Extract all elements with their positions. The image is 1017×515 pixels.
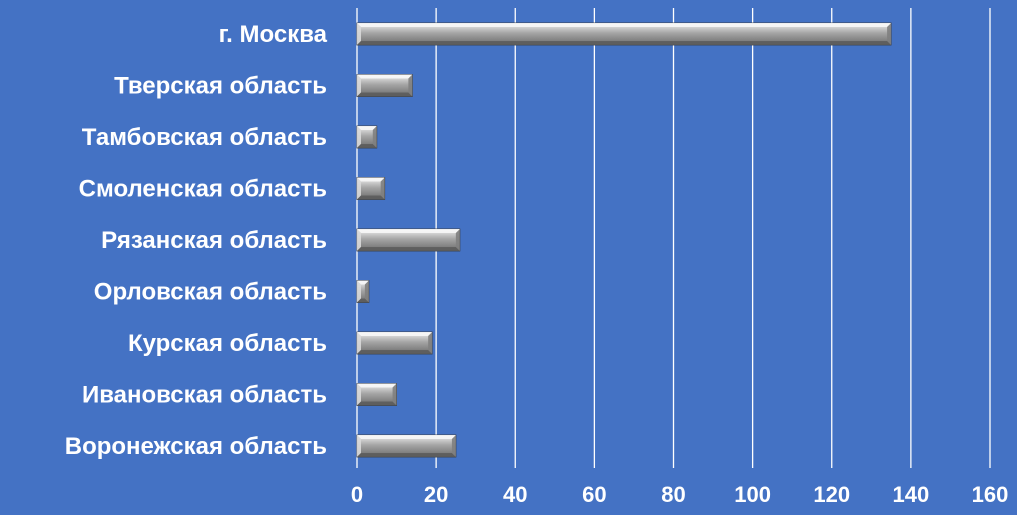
x-tick-label-160: 160 (972, 482, 1009, 507)
category-label-6: Курская область (128, 330, 327, 357)
x-axis-tick-labels: 0 20 40 60 80 100 120 140 160 (351, 482, 1008, 507)
bar-7 (356, 383, 397, 406)
bar-bevel-right (364, 280, 369, 303)
bar-bevel-bottom (357, 298, 369, 303)
bar-bevel-right (380, 177, 385, 200)
x-tick-label-100: 100 (734, 482, 771, 507)
bar-bevel-right (455, 229, 460, 251)
bar-bevel-bottom (357, 453, 456, 457)
bar-bevel-left (357, 23, 361, 45)
bar-bevel-top (357, 23, 892, 27)
bar-bevel-bottom (357, 41, 892, 45)
bar-6 (356, 331, 433, 355)
category-label-4: Рязанская область (101, 227, 327, 254)
bar-bevel-right (887, 23, 892, 45)
category-label-7: Ивановская область (82, 382, 327, 409)
category-label-8: Воронежская область (65, 433, 327, 460)
bar-bevel-top (357, 126, 377, 130)
category-label-3: Смоленская область (79, 176, 327, 203)
bars (356, 22, 892, 458)
bar-bevel-right (372, 126, 377, 148)
bar-bevel-right (451, 435, 456, 457)
bar-bevel-bottom (357, 144, 377, 148)
bar-bevel-bottom (357, 350, 433, 354)
bar-bevel-right (408, 74, 413, 97)
bar-bevel-top (357, 383, 397, 388)
category-label-5: Орловская область (94, 279, 327, 306)
bar-5 (356, 280, 370, 303)
bar-0 (356, 22, 892, 46)
bar-bevel-left (357, 126, 361, 148)
bar-bevel-left (357, 383, 361, 406)
bar-bevel-right (428, 332, 433, 354)
bar-bevel-right (392, 383, 397, 406)
bar-bevel-top (357, 74, 413, 79)
bar-2 (356, 125, 378, 149)
x-tick-label-140: 140 (893, 482, 930, 507)
bar-bevel-top (357, 435, 456, 439)
bar-bevel-top (357, 280, 369, 285)
bar-bevel-bottom (357, 195, 385, 200)
bar-1 (356, 74, 413, 97)
category-labels: г. Москва Тверская область Тамбовская обла… (65, 21, 328, 460)
bar-bevel-bottom (357, 92, 413, 97)
category-label-0: г. Москва (219, 21, 328, 48)
x-tick-label-60: 60 (582, 482, 606, 507)
bar-3 (356, 177, 386, 200)
bar-bevel-bottom (357, 247, 460, 251)
bar-bevel-bottom (357, 401, 397, 406)
category-label-1: Тверская область (114, 73, 327, 100)
x-tick-label-80: 80 (661, 482, 685, 507)
bar-bevel-left (357, 435, 361, 457)
bar-4 (356, 228, 461, 252)
x-tick-label-20: 20 (424, 482, 448, 507)
bar-8 (356, 434, 457, 458)
x-tick-label-40: 40 (503, 482, 527, 507)
bar-bevel-top (357, 177, 385, 182)
bar-bevel-top (357, 229, 460, 233)
bar-bevel-left (357, 74, 361, 97)
bar-bevel-top (357, 332, 433, 336)
x-tick-label-0: 0 (351, 482, 363, 507)
bar-bevel-left (357, 177, 361, 200)
bar-bevel-left (357, 229, 361, 251)
category-label-2: Тамбовская область (82, 124, 327, 151)
bar-bevel-left (357, 280, 361, 303)
bar-bevel-left (357, 332, 361, 354)
x-tick-label-120: 120 (813, 482, 850, 507)
